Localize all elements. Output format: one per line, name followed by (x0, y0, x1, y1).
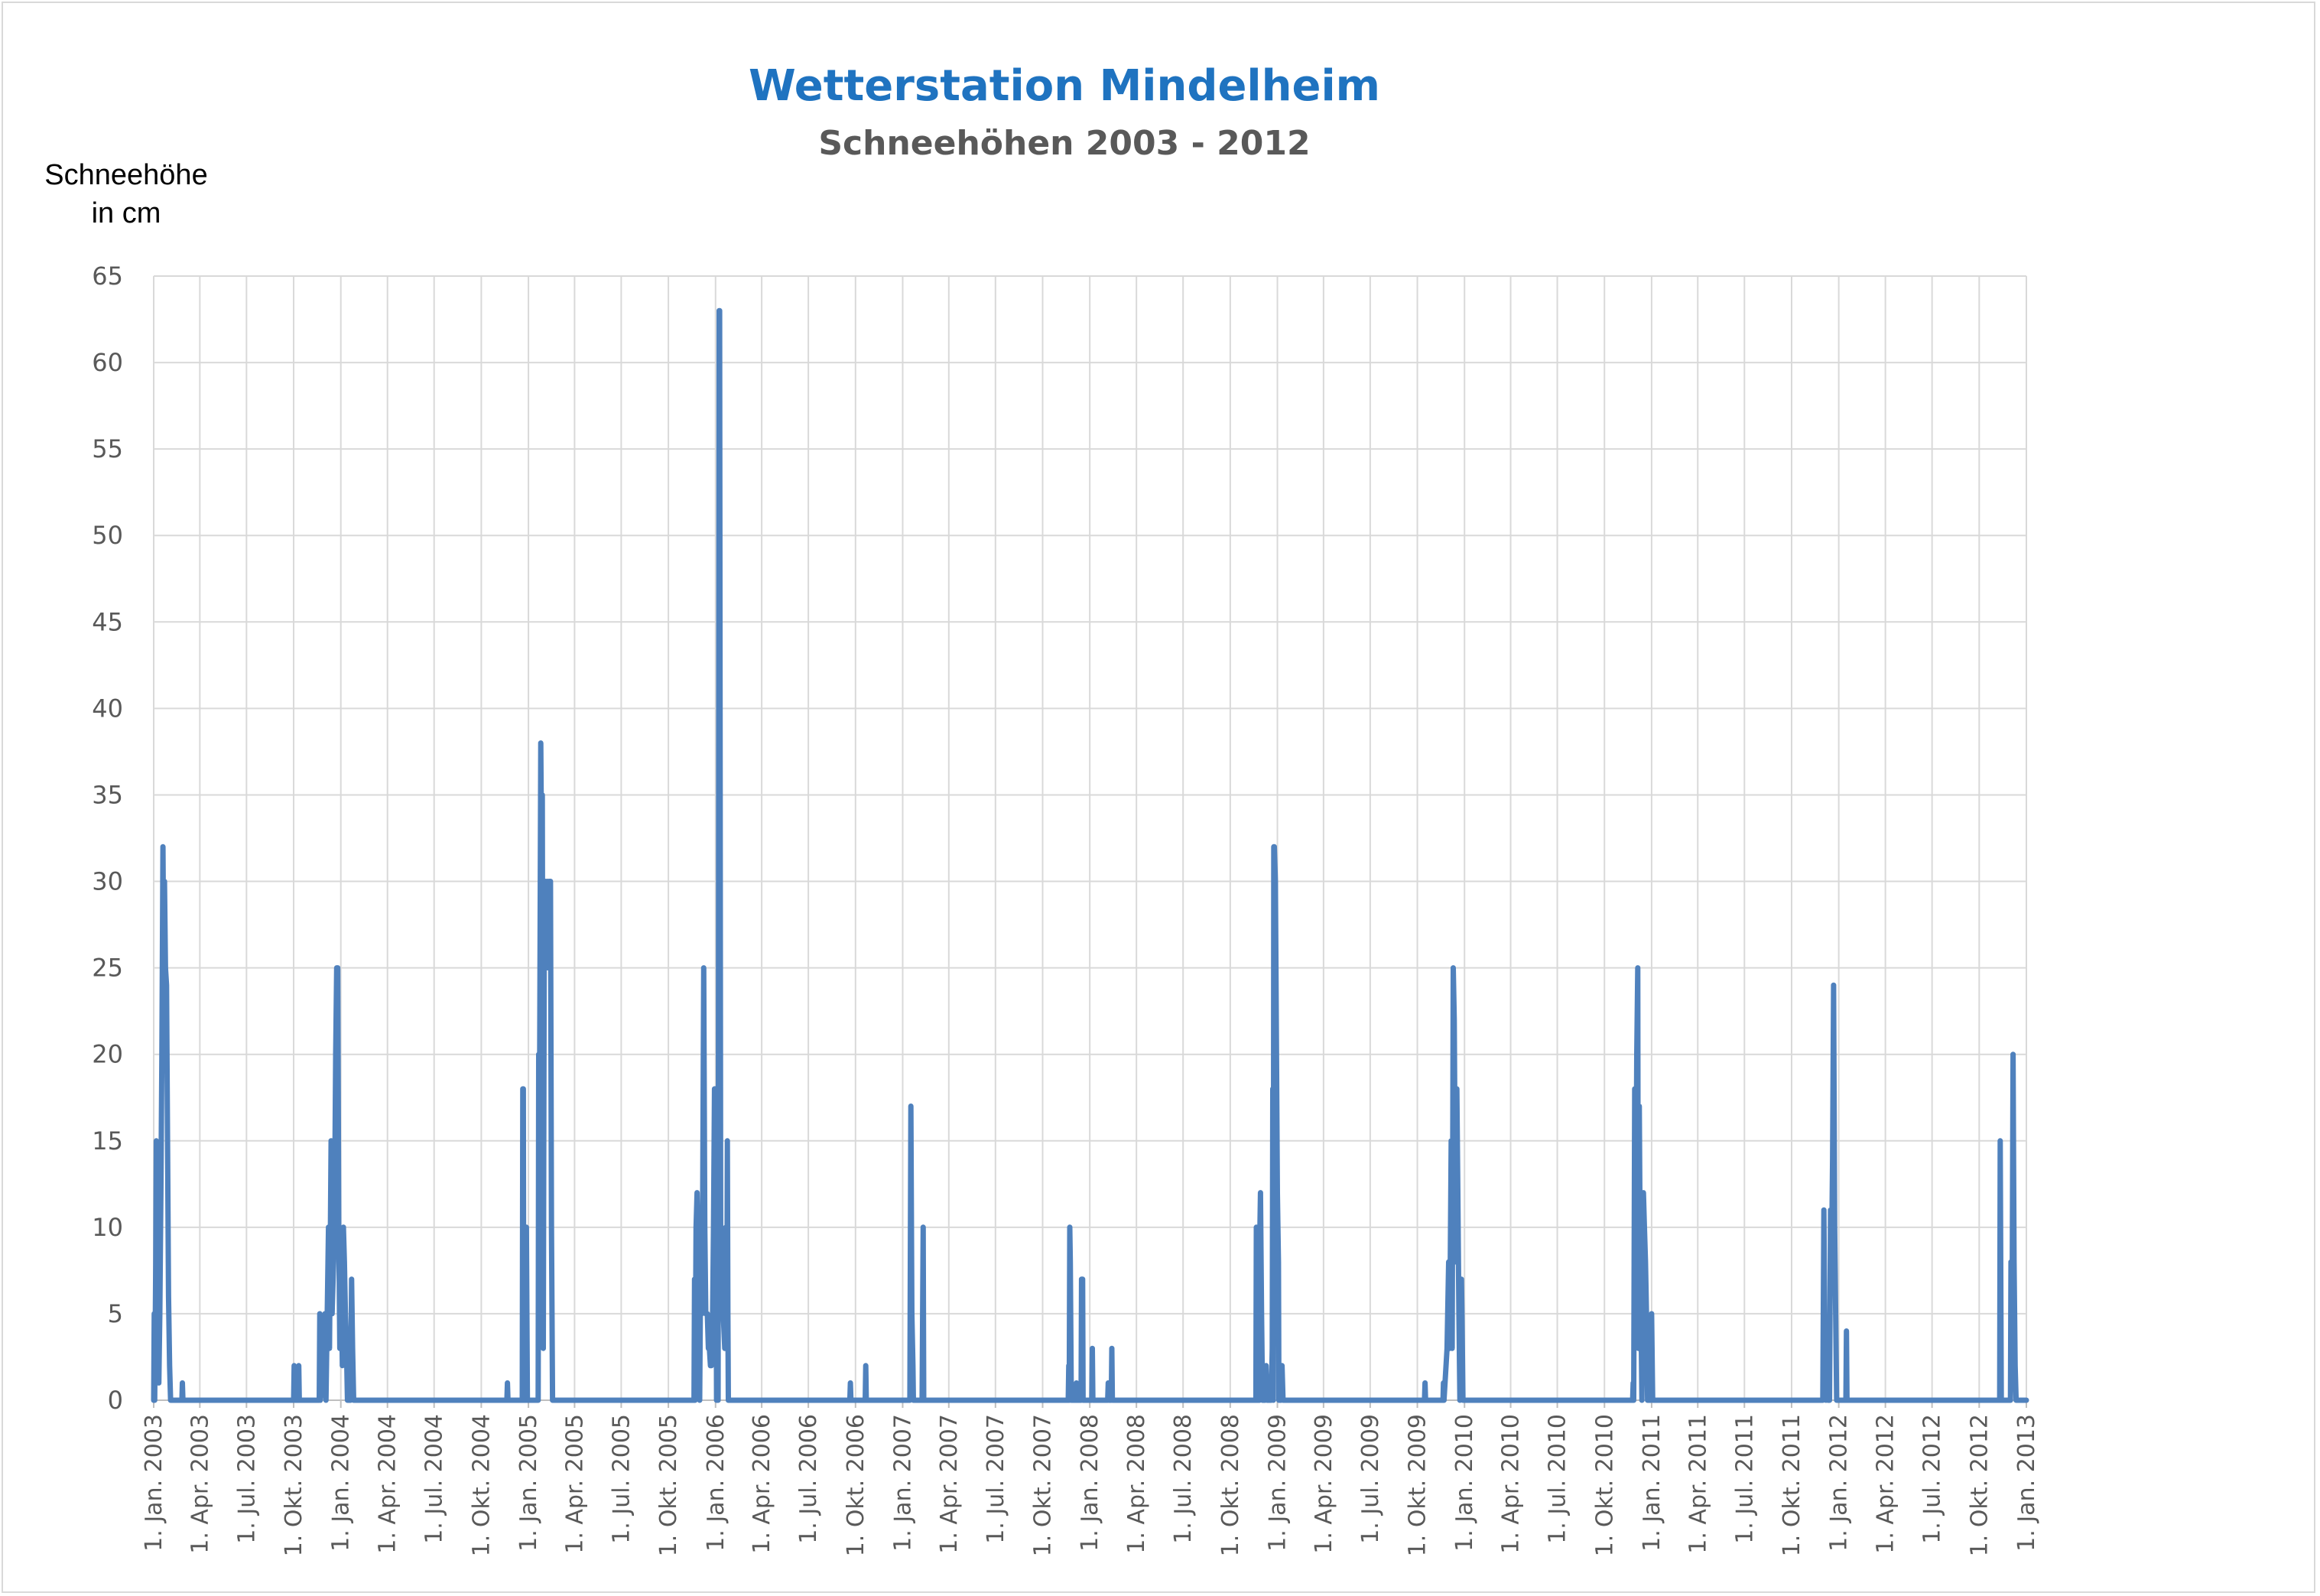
x-tick-label: 1. Jul. 2011 (1731, 1414, 1758, 1544)
x-tick-label: 1. Apr. 2005 (561, 1414, 588, 1554)
x-tick-label: 1. Okt. 2010 (1591, 1414, 1618, 1556)
x-tick-label: 1. Jan. 2009 (1265, 1414, 1292, 1552)
x-tick-label: 1. Jan. 2007 (889, 1414, 916, 1552)
y-tick-labels: 0 5 10 15 20 25 30 35 40 45 50 55 60 65 (92, 262, 123, 1415)
x-tick-label: 1. Jul. 2006 (795, 1414, 822, 1544)
y-tick-label: 65 (92, 262, 123, 291)
x-tick-label: 1. Jul. 2005 (608, 1414, 635, 1544)
x-tick-label: 1. Jan. 2004 (328, 1414, 355, 1552)
x-tick-label: 1. Okt. 2011 (1779, 1414, 1805, 1556)
x-tick-label: 1. Okt. 2008 (1217, 1414, 1244, 1556)
x-tick-label: 1. Apr. 2007 (936, 1414, 963, 1554)
y-axis-label-line-1: Schneehöhe (44, 159, 208, 191)
x-tick-label: 1. Jul. 2008 (1170, 1414, 1197, 1544)
y-tick-label: 0 (108, 1386, 123, 1415)
x-tick-label: 1. Jan. 2013 (2013, 1414, 2040, 1552)
x-tick-label: 1. Jan. 2008 (1077, 1414, 1103, 1552)
x-tick-label: 1. Jul. 2004 (421, 1414, 448, 1544)
x-tick-label: 1. Okt. 2004 (468, 1414, 495, 1556)
x-tick-label: 1. Jul. 2010 (1545, 1414, 1571, 1544)
x-tick-label: 1. Jul. 2003 (233, 1414, 260, 1544)
y-tick-label: 40 (92, 694, 123, 723)
x-tick-label: 1. Okt. 2006 (843, 1414, 869, 1556)
x-tick-label: 1. Jan. 2006 (703, 1414, 729, 1552)
chart-title: Wetterstation Mindelheim (748, 61, 1381, 111)
y-tick-label: 50 (92, 521, 123, 550)
x-tick-label: 1. Okt. 2007 (1029, 1414, 1056, 1556)
x-tick-label: 1. Jan. 2011 (1639, 1414, 1665, 1552)
x-tick-label: 1. Jan. 2012 (1826, 1414, 1853, 1552)
y-tick-label: 45 (92, 607, 123, 636)
y-tick-label: 15 (92, 1126, 123, 1156)
x-tick-labels: 1. Jan. 2003 1. Apr. 2003 1. Jul. 2003 1. O… (141, 1414, 2040, 1556)
y-tick-label: 55 (92, 434, 123, 463)
x-tick-label: 1. Jul. 2012 (1919, 1414, 1946, 1544)
y-tick-label: 25 (92, 954, 123, 983)
y-tick-label: 20 (92, 1040, 123, 1069)
x-tick-label: 1. Apr. 2010 (1498, 1414, 1525, 1554)
x-tick-label: 1. Apr. 2008 (1123, 1414, 1150, 1554)
series-layer (151, 307, 2029, 1403)
x-tick-label: 1. Jan. 2010 (1451, 1414, 1478, 1552)
x-tick-label: 1. Apr. 2003 (187, 1414, 213, 1554)
y-axis-label-line-2: in cm (91, 197, 161, 229)
x-tick-label: 1. Okt. 2012 (1966, 1414, 1993, 1556)
y-tick-label: 35 (92, 780, 123, 809)
x-tick-label: 1. Okt. 2003 (281, 1414, 307, 1556)
x-tick-label: 1. Jan. 2005 (515, 1414, 542, 1552)
x-tick-label: 1. Apr. 2011 (1685, 1414, 1711, 1554)
x-tick-label: 1. Okt. 2005 (655, 1414, 682, 1556)
x-tick-label: 1. Apr. 2006 (749, 1414, 775, 1554)
x-tick-label: 1. Jul. 2009 (1357, 1414, 1384, 1544)
y-tick-label: 30 (92, 867, 123, 896)
x-tick-label: 1. Apr. 2004 (375, 1414, 401, 1554)
x-tick-label: 1. Jul. 2007 (983, 1414, 1009, 1544)
x-tick-label: 1. Jan. 2003 (141, 1414, 167, 1552)
y-tick-label: 60 (92, 348, 123, 377)
x-tick-label: 1. Apr. 2009 (1311, 1414, 1337, 1554)
x-tick-label: 1. Apr. 2012 (1873, 1414, 1899, 1554)
y-tick-label: 10 (92, 1213, 123, 1242)
grid-lines (153, 275, 2027, 1408)
y-tick-label: 5 (108, 1299, 123, 1328)
chart-subtitle: Schneehöhen 2003 - 2012 (818, 124, 1311, 163)
series-line-0 (151, 307, 2029, 1403)
y-axis-label: Schneehöhe in cm (31, 156, 222, 232)
x-tick-label: 1. Okt. 2009 (1405, 1414, 1431, 1556)
